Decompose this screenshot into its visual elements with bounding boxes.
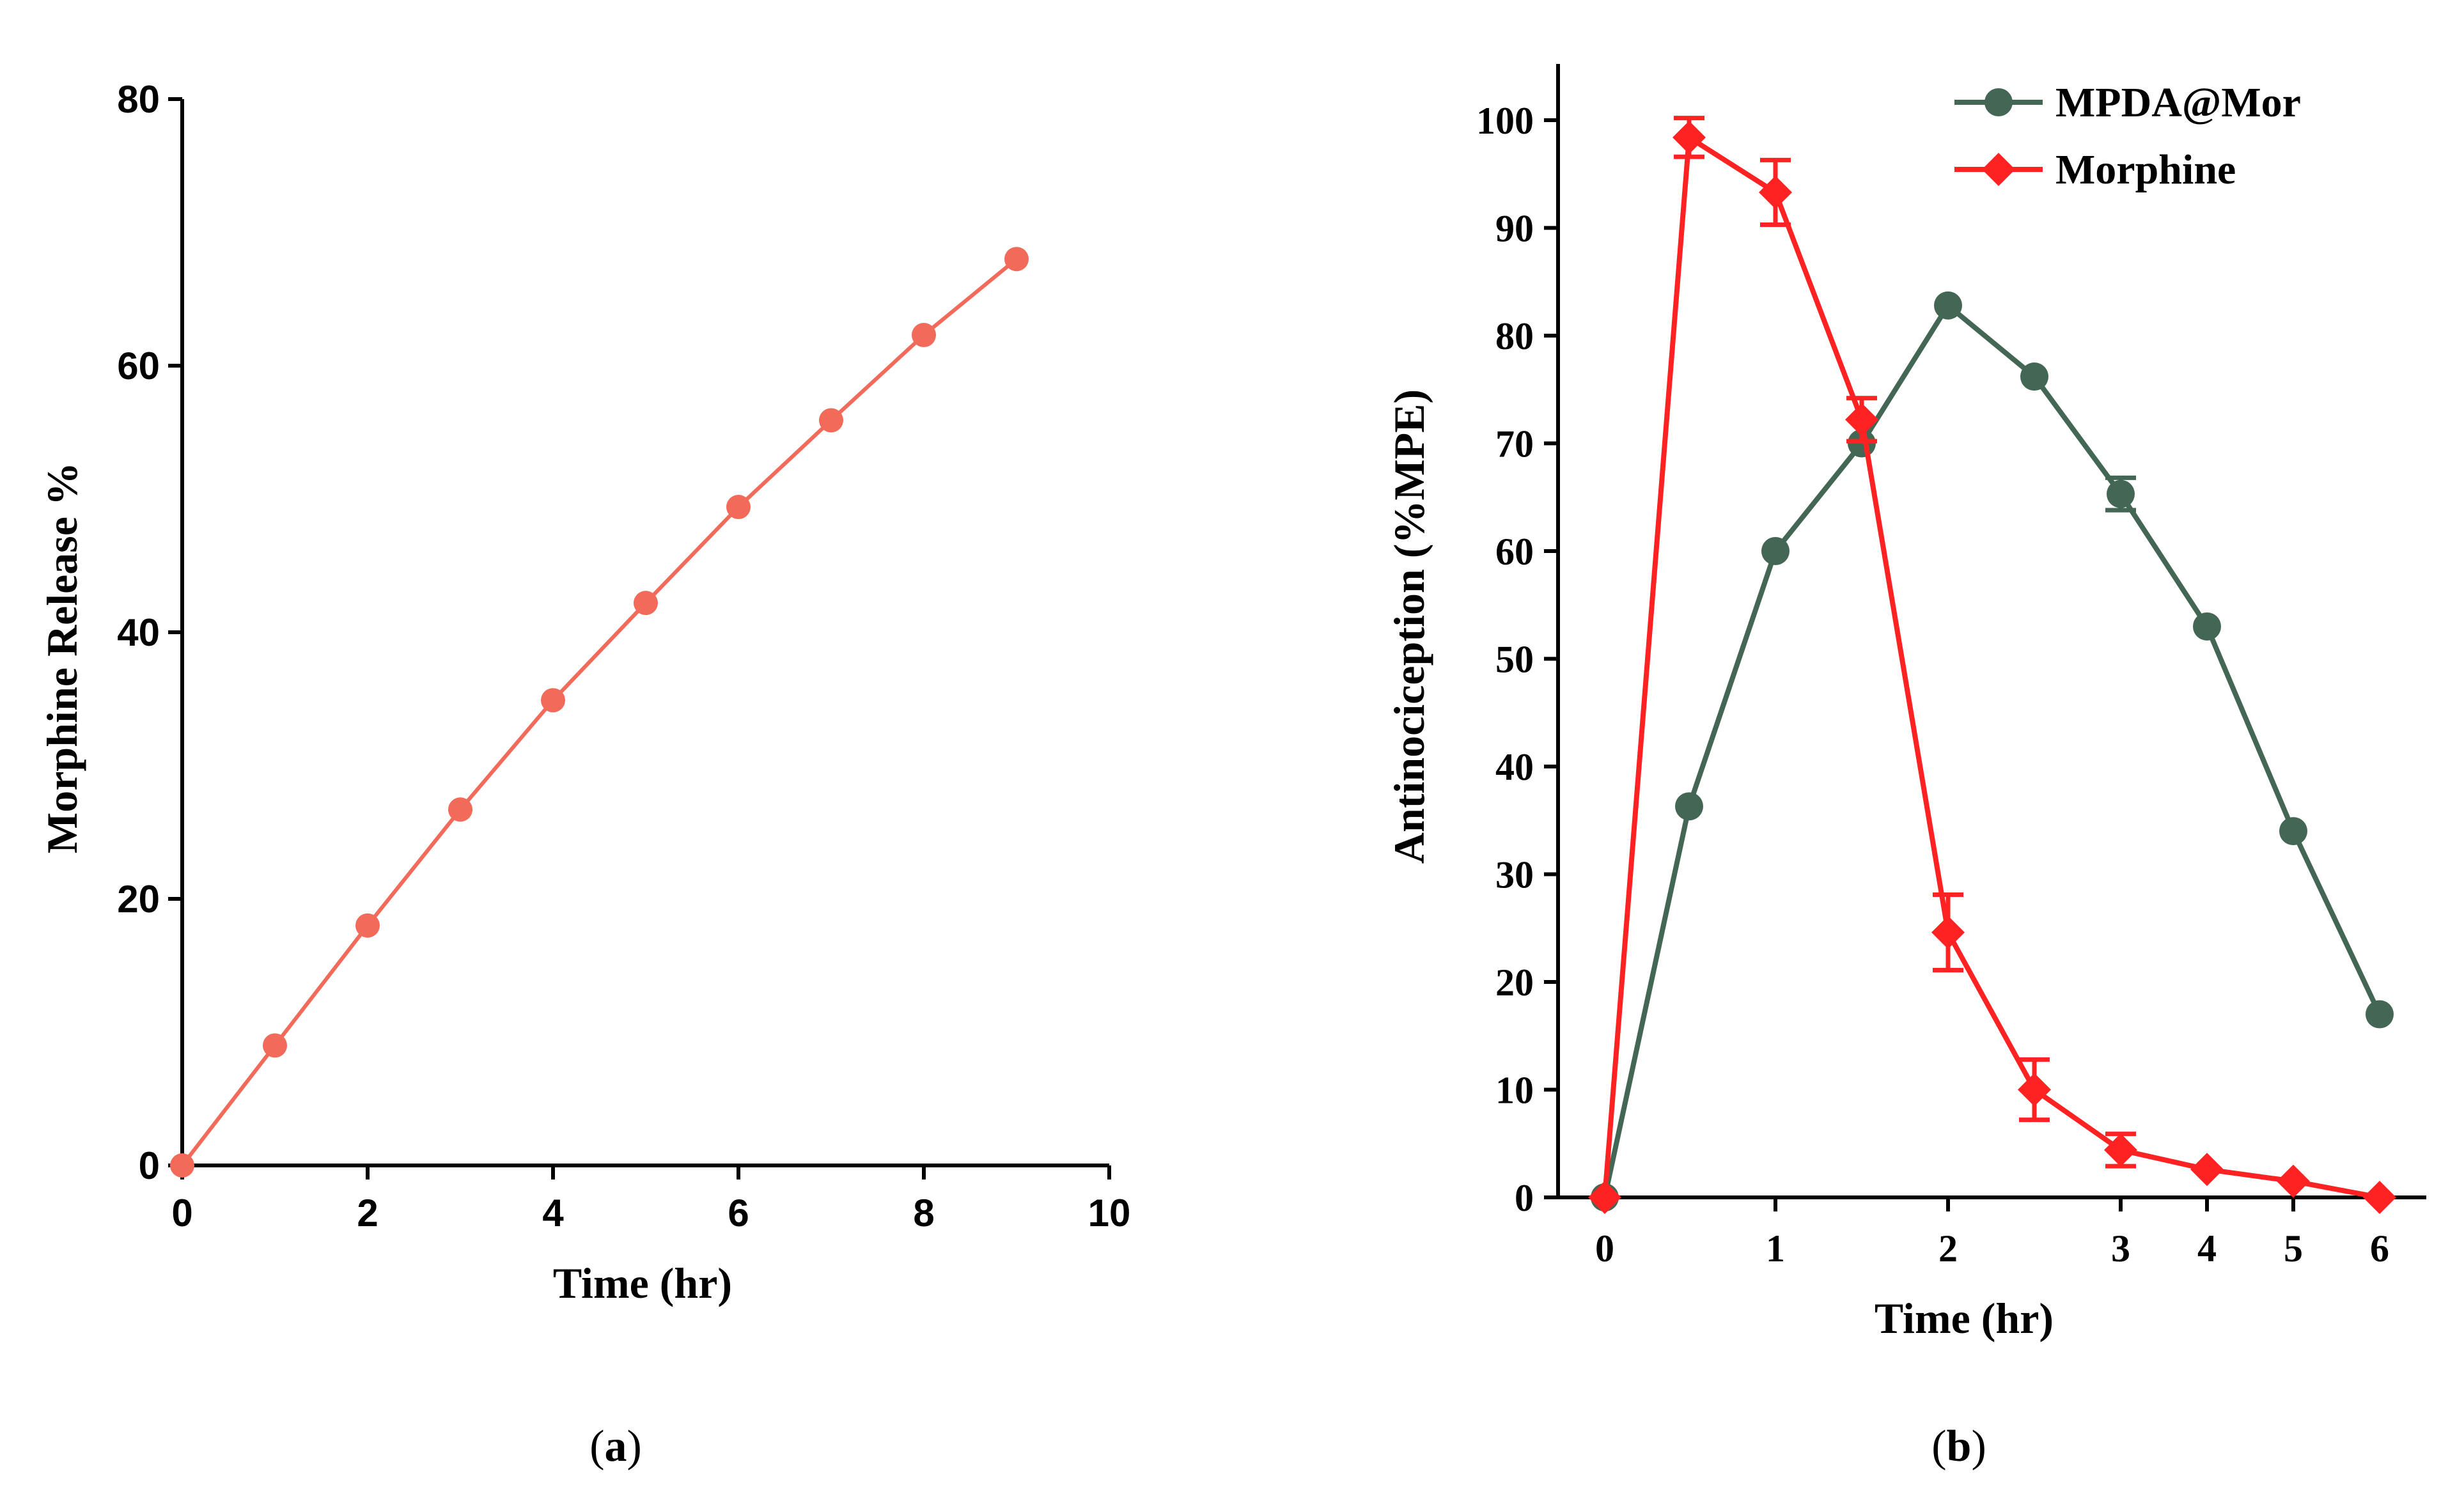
y-tick-label: 10 — [1495, 1070, 1534, 1112]
chart-panel-a: 0 20 40 60 80 0 2 4 6 8 10 Time (hr) Morphine Releas… — [38, 78, 1131, 1471]
data-point — [912, 323, 936, 348]
y-tick-label: 40 — [117, 611, 160, 654]
x-tick-label: 2 — [357, 1192, 378, 1234]
data-point — [263, 1033, 287, 1058]
data-point — [1675, 792, 1703, 821]
data-point — [1931, 915, 1965, 949]
data-point — [2366, 1000, 2394, 1029]
data-point — [2107, 479, 2135, 508]
data-point — [2277, 1164, 2310, 1198]
legend-item-morphine: Morphine — [1954, 146, 2236, 193]
y-tick-label: 20 — [1495, 961, 1534, 1004]
data-point — [1759, 175, 1792, 209]
x-tick-label: 8 — [913, 1192, 934, 1234]
y-axis-title: Morphine Release % — [38, 462, 86, 853]
data-point — [170, 1153, 194, 1178]
data-point — [634, 591, 658, 616]
y-tick-label: 20 — [117, 878, 160, 921]
y-tick-label: 70 — [1495, 423, 1534, 465]
panel-label-a: (a) — [589, 1422, 642, 1471]
y-tick-label: 50 — [1495, 639, 1534, 681]
data-point — [448, 797, 472, 822]
panel-label-b-letter: b — [1947, 1422, 1972, 1471]
x-tick-label: 0 — [171, 1192, 192, 1234]
data-point — [1588, 1181, 1621, 1214]
x-tick-label: 6 — [2370, 1227, 2389, 1270]
data-point — [2018, 1073, 2051, 1107]
x-tick-label: 3 — [2111, 1227, 2130, 1270]
chart-b-svg: 0 10 20 30 40 50 60 70 80 90 100 0 1 2 3 4 5 6 Time (hr) An… — [1385, 64, 2426, 1471]
y-tick-label: 80 — [117, 78, 160, 121]
x-tick-label: 1 — [1766, 1227, 1785, 1270]
x-tick-label: 2 — [1938, 1227, 1958, 1270]
chart-panel-b: 0 10 20 30 40 50 60 70 80 90 100 0 1 2 3 4 5 6 Time (hr) An… — [1232, 0, 2464, 1487]
x-tick-label: 5 — [2284, 1227, 2303, 1270]
chart-a-svg: 0 20 40 60 80 0 2 4 6 8 10 Time (hr) Morphine Releas… — [38, 78, 1131, 1471]
panel-label-a-letter: a — [605, 1422, 627, 1471]
legend-marker — [1984, 88, 2013, 116]
y-axis-title: Antinociception (%MPE) — [1385, 389, 1433, 864]
x-tick-label: 4 — [2197, 1227, 2217, 1270]
x-tick-label: 6 — [728, 1192, 749, 1234]
data-point — [2279, 817, 2307, 846]
data-point — [2020, 362, 2048, 391]
legend-marker — [1982, 153, 2015, 186]
y-tick-label: 80 — [1495, 315, 1534, 357]
data-point — [1934, 291, 1962, 320]
data-point — [1673, 120, 1706, 154]
y-tick-label: 60 — [1495, 531, 1534, 573]
y-tick-label: 30 — [1495, 854, 1534, 896]
legend-label: MPDA@Mor — [2055, 79, 2301, 126]
series-line-morphine — [1602, 134, 2380, 1200]
series-line-morphine-release — [180, 257, 1018, 1167]
data-point — [2104, 1133, 2137, 1167]
data-point — [726, 495, 751, 520]
series-line-mpda-mor — [1602, 302, 2382, 1198]
data-point — [1761, 537, 1790, 565]
data-point — [355, 913, 380, 938]
x-tick-label: 4 — [542, 1192, 564, 1234]
y-tick-label: 90 — [1495, 208, 1534, 250]
data-point — [2193, 612, 2221, 641]
y-tick-label: 40 — [1495, 746, 1534, 788]
x-tick-label: 10 — [1088, 1192, 1131, 1234]
x-tick-label: 0 — [1595, 1227, 1614, 1270]
legend: MPDA@Mor Morphine — [1954, 79, 2301, 193]
y-tick-label: 100 — [1476, 100, 1534, 142]
x-axis-title: Time (hr) — [553, 1259, 732, 1307]
y-tick-label: 60 — [117, 345, 160, 387]
y-tick-label: 0 — [1515, 1177, 1534, 1219]
legend-item-mpda-mor: MPDA@Mor — [1954, 79, 2301, 126]
data-point — [2363, 1181, 2396, 1214]
data-point — [2190, 1153, 2224, 1187]
data-point — [541, 688, 565, 713]
data-point — [819, 408, 843, 433]
panel-label-b: (b) — [1931, 1422, 1986, 1471]
data-point — [1845, 403, 1878, 437]
data-point — [1004, 247, 1029, 272]
y-tick-label: 0 — [139, 1144, 160, 1187]
legend-label: Morphine — [2055, 146, 2236, 193]
x-axis-title: Time (hr) — [1875, 1294, 2054, 1343]
